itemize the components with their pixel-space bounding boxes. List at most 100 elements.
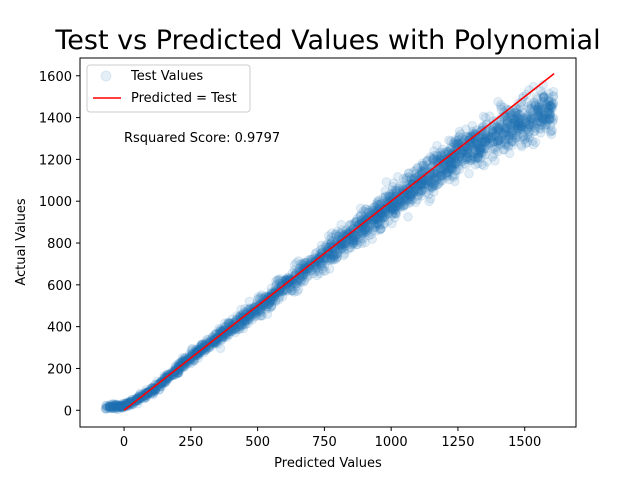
scatter-point (316, 258, 327, 269)
scatter-point (444, 157, 454, 168)
scatter-point (524, 119, 535, 130)
scatter-point (521, 138, 531, 149)
scatter-point (109, 401, 120, 411)
scatter-point (408, 187, 418, 198)
scatter-point (179, 360, 189, 371)
scatter-point (348, 224, 359, 234)
scatter-point (530, 101, 541, 112)
scatter-point (110, 401, 121, 411)
scatter-point (251, 311, 262, 321)
scatter-point (493, 97, 503, 107)
scatter-point (136, 393, 146, 404)
scatter-point (437, 170, 448, 180)
scatter-point (373, 214, 383, 225)
scatter-point (272, 275, 283, 285)
scatter-point (468, 139, 479, 149)
scatter-point (543, 103, 553, 113)
scatter-point (468, 151, 478, 162)
scatter-point (407, 195, 418, 205)
scatter-point (456, 157, 467, 167)
scatter-point (518, 107, 528, 118)
scatter-point (360, 204, 371, 214)
scatter-point (486, 133, 496, 144)
scatter-point (496, 104, 507, 115)
scatter-point (213, 339, 223, 349)
scatter-point (345, 242, 355, 253)
scatter-point (109, 402, 119, 413)
scatter-point (330, 250, 341, 261)
scatter-point (480, 143, 490, 154)
scatter-point (407, 186, 418, 196)
scatter-point (454, 164, 465, 175)
scatter-point (338, 250, 349, 261)
scatter-point (526, 115, 536, 125)
scatter-point (435, 164, 446, 175)
scatter-point (501, 121, 511, 132)
scatter-point (289, 260, 300, 270)
scatter-point (502, 115, 512, 125)
scatter-point (252, 294, 263, 305)
scatter-point (493, 135, 504, 146)
scatter-point (474, 148, 485, 158)
scatter-point (539, 92, 550, 102)
scatter-point (516, 140, 527, 150)
scatter-point (328, 248, 339, 259)
scatter-point (427, 162, 437, 173)
scatter-point (110, 403, 120, 414)
scatter-point (113, 401, 123, 412)
scatter-point (400, 200, 410, 210)
scatter-point (497, 121, 507, 131)
scatter-point (511, 118, 521, 128)
scatter-point (231, 315, 242, 326)
scatter-point (439, 165, 450, 175)
scatter-point (227, 326, 237, 337)
scatter-point (307, 265, 317, 276)
scatter-point (450, 176, 460, 187)
scatter-point (499, 144, 510, 155)
scatter-point (526, 100, 537, 110)
scatter-point (358, 206, 369, 216)
legend-marker-test-values (100, 70, 112, 82)
scatter-point (270, 296, 281, 307)
scatter-point (187, 354, 198, 364)
scatter-point (111, 400, 122, 411)
scatter-point (107, 399, 118, 410)
scatter-point (473, 134, 484, 144)
scatter-point (482, 138, 493, 148)
scatter-point (426, 177, 437, 187)
scatter-point (173, 368, 184, 379)
scatter-point (255, 291, 266, 302)
scatter-point (298, 277, 309, 287)
scatter-point (507, 124, 517, 135)
scatter-point (540, 123, 551, 133)
scatter-point (364, 222, 375, 232)
scatter-point (289, 287, 300, 297)
scatter-point (375, 216, 385, 226)
scatter-point (516, 124, 526, 134)
scatter-point (340, 248, 350, 259)
scatter-point (207, 335, 217, 345)
scatter-point (510, 113, 521, 123)
scatter-point (437, 171, 448, 181)
scatter-point (235, 323, 245, 334)
scatter-point (510, 117, 520, 128)
scatter-point (227, 322, 237, 333)
scatter-point (209, 337, 219, 348)
scatter-point (465, 155, 476, 166)
scatter-point (478, 111, 489, 122)
scatter-point (339, 238, 349, 249)
scatter-point (498, 122, 509, 133)
scatter-point (317, 263, 328, 274)
legend-label-test-values: Test Values (130, 69, 203, 84)
scatter-point (266, 302, 277, 312)
scatter-point (518, 113, 529, 124)
scatter-point (515, 109, 525, 120)
scatter-point (187, 343, 197, 354)
scatter-point (541, 119, 551, 130)
scatter-point (444, 163, 455, 173)
scatter-point (544, 107, 554, 117)
scatter-point (544, 113, 555, 124)
scatter-point (432, 140, 442, 151)
scatter-point (449, 158, 460, 169)
scatter-point (492, 136, 503, 146)
